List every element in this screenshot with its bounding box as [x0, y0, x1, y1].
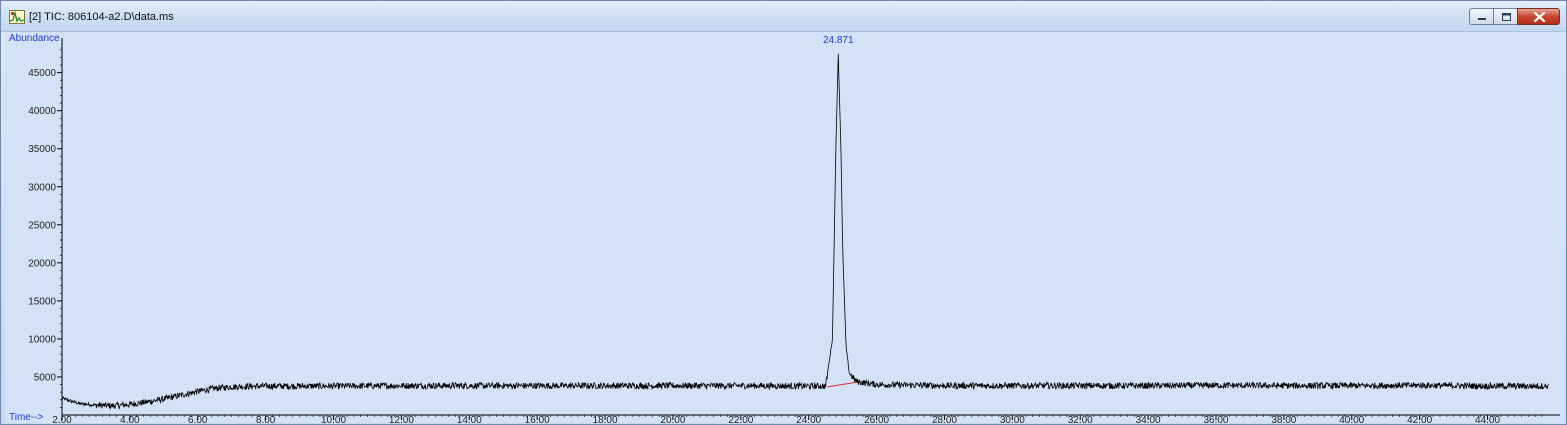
x-tick-label: 8.00: [256, 415, 276, 423]
x-tick-label: 32.00: [1068, 415, 1093, 423]
x-tick-label: 42.00: [1407, 415, 1432, 423]
x-tick-label: 40.00: [1339, 415, 1364, 423]
close-button[interactable]: [1517, 8, 1560, 25]
peak-label: 24.871: [823, 35, 854, 46]
x-tick-label: 22.00: [728, 415, 753, 423]
y-tick-label: 30000: [28, 182, 56, 193]
chromatogram-app-icon: [9, 10, 25, 24]
y-tick-label: 20000: [28, 258, 56, 269]
minimize-icon: [1478, 18, 1486, 20]
minimize-button[interactable]: [1469, 8, 1494, 25]
tic-trace-line: [61, 53, 1549, 411]
x-tick-label: 34.00: [1136, 415, 1161, 423]
y-tick-label: 25000: [28, 220, 56, 231]
window-title: [2] TIC: 806104-a2.D\data.ms: [29, 11, 174, 23]
x-tick-label: 12.00: [389, 415, 414, 423]
maximize-button[interactable]: [1493, 8, 1518, 25]
x-axis-label: Time-->: [9, 412, 44, 423]
x-tick-label: 26.00: [864, 415, 889, 423]
x-tick-label: 36.00: [1203, 415, 1228, 423]
y-tick-label: 10000: [28, 334, 56, 345]
y-tick-label: 15000: [28, 296, 56, 307]
x-tick-label: 6.00: [188, 415, 208, 423]
x-tick-label: 24.00: [796, 415, 821, 423]
y-tick-label: 40000: [28, 106, 56, 117]
close-icon: [1533, 11, 1546, 23]
maximize-icon: [1502, 13, 1511, 21]
plot-area[interactable]: 5000 10000 15000 20000 25000 30000 35000 40000 4…: [5, 32, 1564, 423]
x-tick-label: 14.00: [457, 415, 482, 423]
x-tick-label: 10.00: [321, 415, 346, 423]
x-tick-label: 30.00: [1000, 415, 1025, 423]
title-bar[interactable]: [2] TIC: 806104-a2.D\data.ms: [1, 1, 1566, 32]
x-tick-label: 18.00: [593, 415, 618, 423]
peak-baseline: [827, 381, 857, 388]
x-tick-label: 4.00: [120, 415, 140, 423]
x-tick-label: 16.00: [525, 415, 550, 423]
x-tick-label: 2.00: [52, 415, 72, 423]
y-tick-label: 35000: [28, 144, 56, 155]
y-axis-label: Abundance: [9, 33, 60, 44]
x-tick-label: 20.00: [660, 415, 685, 423]
x-tick-label: 38.00: [1271, 415, 1296, 423]
y-tick-label: 5000: [34, 372, 57, 383]
x-tick-label: 28.00: [932, 415, 957, 423]
window-controls: [1469, 8, 1560, 25]
y-tick-label: 45000: [28, 68, 56, 79]
chromatogram-chart[interactable]: 5000 10000 15000 20000 25000 30000 35000 40000 4…: [5, 32, 1564, 423]
x-tick-label: 44.00: [1475, 415, 1500, 423]
